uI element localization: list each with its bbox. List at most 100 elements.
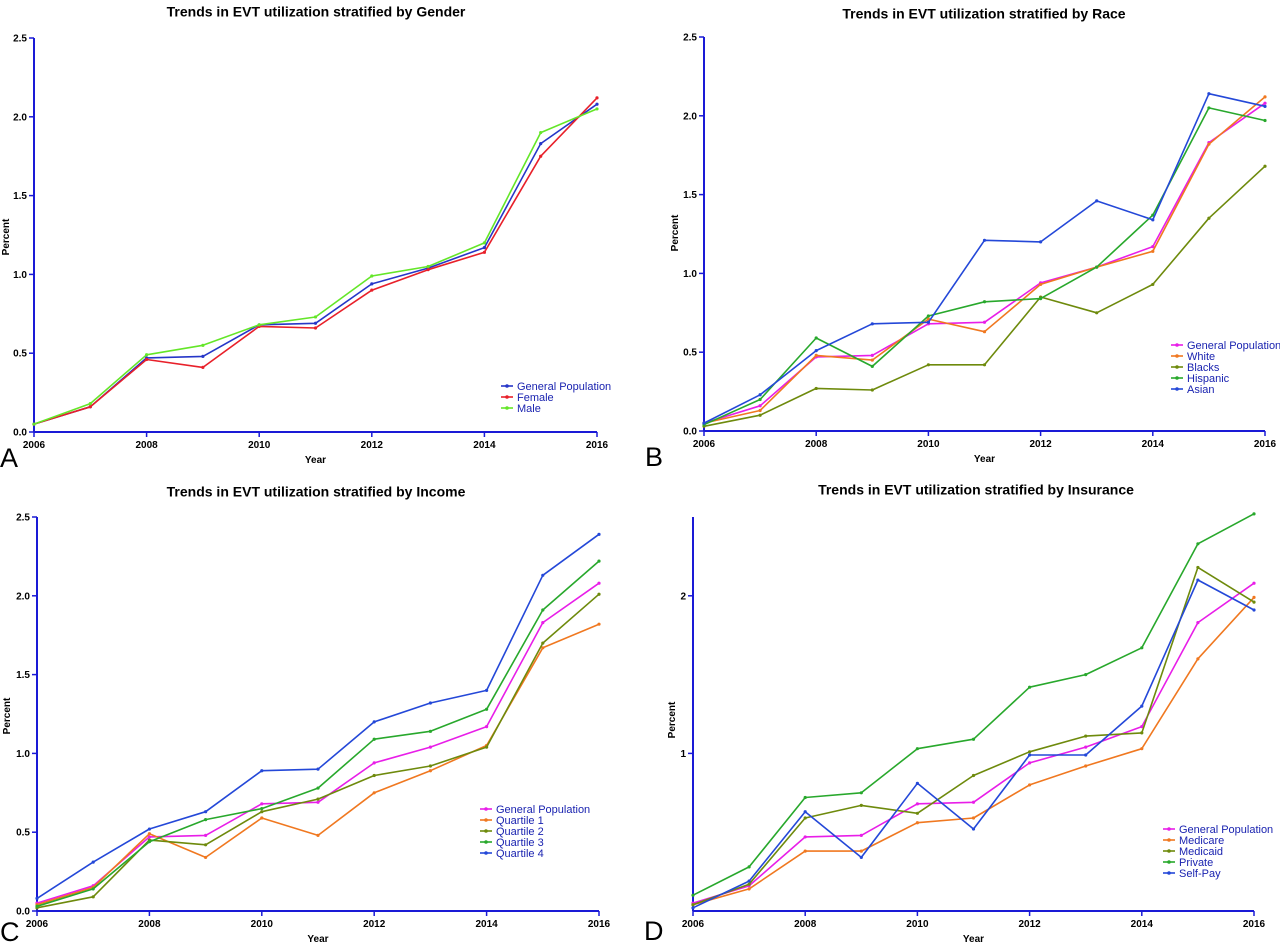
data-point-quartile-2 [485,745,489,749]
x-tick-label: 2010 [248,440,271,451]
data-point-private [1140,646,1144,650]
data-point-private [691,893,695,897]
data-point-white [814,353,818,357]
data-point-hispanic [926,314,931,318]
data-point-quartile-3 [260,806,264,811]
data-point-quartile-2 [204,843,208,847]
data-point-quartile-1 [597,622,601,626]
data-point-male [595,107,599,111]
legend-marker-female [505,395,509,399]
data-point-medicare [1028,783,1032,787]
y-tick-label: 1.0 [13,270,27,281]
legend-label-general-population: General Population [1187,340,1280,352]
y-axis-title: Percent [2,697,13,734]
data-point-quartile-3 [541,608,545,612]
series-line-quartile-1 [36,623,600,906]
x-tick-label: 2014 [475,919,498,930]
y-axis-title: Percent [670,214,681,251]
data-point-hispanic [1039,297,1043,301]
data-point-male [313,315,318,319]
panel-letter: B [645,442,663,472]
legend-marker-medicaid [1167,849,1171,853]
legend-marker-asian [1175,387,1179,391]
legend-label-asian: Asian [1187,384,1215,396]
data-point-male [370,274,374,278]
data-point-medicaid [691,903,695,907]
data-point-blacks [1095,311,1099,315]
y-tick-label: 1.5 [13,191,27,202]
data-point-general-population [147,835,151,839]
data-point-self-pay [1028,753,1032,757]
legend-marker-white [1175,354,1179,358]
legend-marker-general-population [505,384,509,388]
data-point-asian [1095,199,1099,203]
data-point-quartile-2 [372,773,376,778]
data-point-quartile-4 [372,720,376,724]
x-tick-label: 2016 [588,919,611,930]
data-point-medicare [859,849,863,853]
data-point-medicaid [1084,734,1088,738]
data-point-hispanic [1095,265,1099,269]
data-point-quartile-4 [485,688,489,692]
data-point-male [426,264,430,269]
x-tick-label: 2010 [251,919,274,930]
chart-title: Trends in EVT utilization stratified by … [167,484,466,500]
data-point-medicaid [859,803,863,808]
chart-panel-d: Trends in EVT utilization stratified by … [644,482,1273,946]
legend-marker-hispanic [1175,376,1179,380]
x-tick-label: 2012 [361,440,384,451]
data-point-private [747,865,751,869]
data-point-quartile-4 [541,573,545,577]
x-tick-label: 2012 [1029,439,1052,450]
legend-label-white: White [1187,351,1215,363]
y-tick-label: 2 [680,591,686,602]
x-tick-label: 2010 [917,439,940,450]
data-point-general-population [595,102,599,106]
data-point-private [915,747,920,751]
legend-label-self-pay: Self-Pay [1179,868,1221,880]
y-tick-label: 2.5 [683,33,697,44]
data-point-general-population [313,321,318,325]
data-point-medicare [1140,747,1144,751]
x-tick-label: 2006 [23,440,46,451]
data-point-private [1028,685,1032,689]
data-point-blacks [1151,282,1155,287]
legend-marker-quartile-2 [484,829,488,833]
data-point-asian [870,322,874,326]
data-point-quartile-3 [91,887,95,891]
data-point-white [1207,142,1211,146]
data-point-medicaid [1140,731,1144,735]
data-point-female [482,250,486,254]
data-point-blacks [814,386,818,391]
legend-label-female: Female [517,392,554,404]
data-point-female [145,357,149,362]
data-point-general-population [982,320,987,324]
data-point-private [1252,512,1256,516]
chart-title: Trends in EVT utilization stratified by … [167,4,466,20]
data-point-white [1263,95,1267,99]
legend-marker-quartile-3 [484,840,488,844]
data-point-asian [926,320,931,324]
data-point-general-population [870,353,874,357]
x-tick-label: 2016 [1243,919,1266,930]
data-point-male [539,130,543,135]
data-point-general-population [482,246,486,250]
data-point-medicaid [1196,565,1200,570]
data-point-self-pay [971,827,976,831]
data-point-self-pay [747,879,751,883]
data-point-general-population [485,725,489,729]
data-point-general-population [859,833,863,837]
data-point-female [539,154,543,158]
panel-letter: D [644,916,664,944]
panel-letter: A [0,443,18,473]
data-point-male [257,323,261,327]
data-point-quartile-1 [541,646,545,650]
data-point-self-pay [803,810,807,814]
data-point-quartile-4 [91,860,95,864]
data-point-white [982,330,987,334]
data-point-quartile-1 [147,832,151,836]
y-tick-label: 1.5 [16,670,30,681]
x-tick-label: 2006 [26,919,49,930]
y-tick-label: 1.0 [16,749,30,760]
data-point-blacks [758,413,762,417]
